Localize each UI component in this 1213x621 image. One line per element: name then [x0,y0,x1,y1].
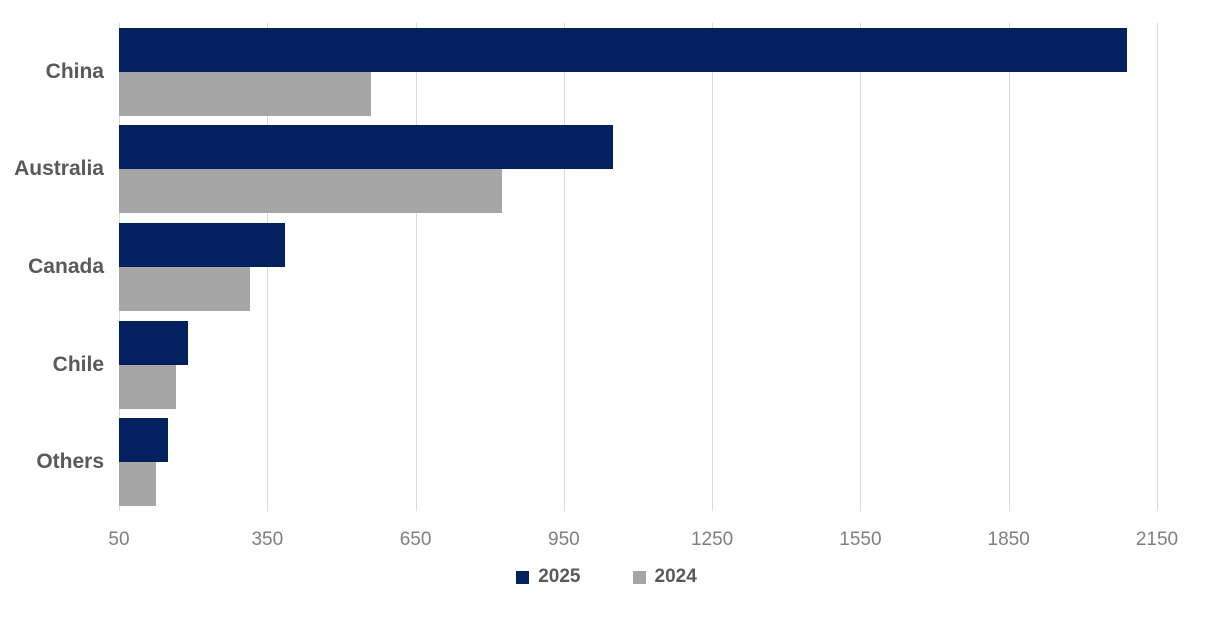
x-tick-label-350: 350 [251,529,284,550]
gridline-1250 [712,23,714,511]
category-label-canada: Canada [28,255,104,278]
x-tick-label-650: 650 [399,529,432,550]
category-label-others: Others [36,450,104,474]
bar-2025-chile [119,320,189,365]
bar-2025-canada [119,223,285,267]
gridline-1850 [1008,23,1010,511]
legend-swatch-2025 [516,570,530,584]
bar-2025-others [119,418,169,463]
bar-2024-others [119,462,157,507]
bar-2024-china [119,71,372,116]
gridline-950 [563,23,565,511]
bar-2025-china [119,27,1128,72]
gridline-350 [267,23,269,511]
category-label-australia: Australia [14,157,104,181]
gridline-650 [415,23,417,511]
x-tick-label-2150: 2150 [1135,529,1179,550]
legend-label-2025: 2025 [538,566,581,587]
legend-item-2024: 2024 [632,566,697,588]
plot-area [119,23,1158,511]
x-tick-label-1850: 1850 [987,529,1030,550]
bar-2025-australia [119,125,614,170]
category-label-china: China [45,59,104,83]
bar-2024-chile [119,364,176,409]
gridline-2150 [1157,23,1158,511]
bar-2024-australia [119,169,503,214]
legend-label-2024: 2024 [654,566,697,587]
legend-item-2025: 2025 [516,566,581,588]
category-label-chile: Chile [52,352,104,376]
x-tick-label-950: 950 [548,529,580,550]
bar-2024-canada [119,267,250,311]
x-tick-label-1550: 1550 [839,529,882,550]
gridline-1550 [860,23,862,511]
x-tick-label-1250: 1250 [690,529,734,550]
legend-swatch-2024 [632,570,646,584]
x-tick-label-50: 50 [108,529,130,550]
legend: 2025 2024 [0,566,1213,588]
